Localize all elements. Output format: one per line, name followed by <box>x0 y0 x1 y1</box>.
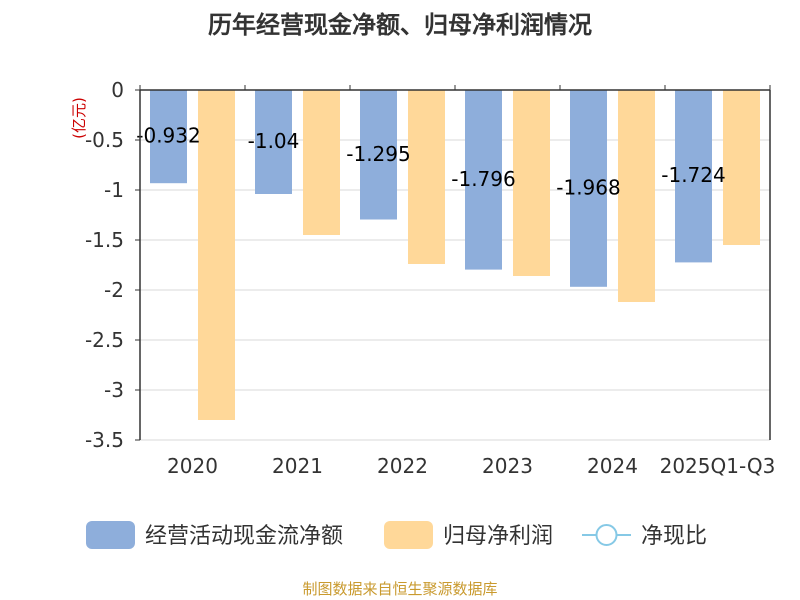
legend-item-cashflow[interactable]: 经营活动现金流净额 <box>86 521 343 549</box>
data-labels: -0.932 -1.04 -1.295 -1.796 -1.968 -1.724 <box>136 124 725 200</box>
y-tick-label: -3 <box>104 378 124 402</box>
y-tick-label: -1 <box>104 178 124 202</box>
bars-group <box>150 90 760 420</box>
y-tick-label: -0.5 <box>85 128 124 152</box>
y-tick-label: -1.5 <box>85 228 124 252</box>
bar-net-profit[interactable] <box>408 90 445 264</box>
y-tick-label: -2 <box>104 278 124 302</box>
x-tick-label: 2025Q1-Q3 <box>660 454 776 478</box>
x-tick-label: 2021 <box>272 454 323 478</box>
bar-net-profit[interactable] <box>618 90 655 302</box>
x-tick-label: 2023 <box>482 454 533 478</box>
y-tick-label: -2.5 <box>85 328 124 352</box>
chart-title: 历年经营现金净额、归母净利润情况 <box>208 11 592 39</box>
legend: 经营活动现金流净额 归母净利润 净现比 <box>86 521 707 549</box>
data-label: -1.796 <box>451 167 515 191</box>
data-label: -1.295 <box>346 142 410 166</box>
bar-cashflow[interactable] <box>570 90 607 287</box>
legend-item-net-profit[interactable]: 归母净利润 <box>384 521 553 549</box>
x-axis-ticks: 2020 2021 2022 2023 2024 2025Q1-Q3 <box>167 454 775 478</box>
data-label: -0.932 <box>136 124 200 148</box>
bar-net-profit[interactable] <box>513 90 550 276</box>
data-label: -1.968 <box>556 175 620 199</box>
bar-net-profit[interactable] <box>723 90 760 245</box>
y-axis-unit: (亿元) <box>70 97 88 139</box>
y-tick-label: 0 <box>111 78 124 102</box>
x-tick-label: 2024 <box>587 454 638 478</box>
legend-label-cashflow: 经营活动现金流净额 <box>145 524 343 549</box>
legend-swatch-cashflow <box>86 521 135 549</box>
bar-cashflow[interactable] <box>255 90 292 194</box>
data-label: -1.724 <box>661 163 725 187</box>
bar-cashflow[interactable] <box>360 90 397 220</box>
bar-net-profit[interactable] <box>303 90 340 235</box>
bar-cashflow[interactable] <box>150 90 187 184</box>
bar-net-profit[interactable] <box>198 90 235 420</box>
data-label: -1.04 <box>248 129 300 153</box>
bar-cashflow[interactable] <box>675 90 712 263</box>
legend-item-cash-ratio[interactable]: 净现比 <box>582 524 707 549</box>
x-tick-label: 2020 <box>167 454 218 478</box>
legend-label-net-profit: 归母净利润 <box>443 524 553 549</box>
x-tick-label: 2022 <box>377 454 428 478</box>
source-note: 制图数据来自恒生聚源数据库 <box>302 580 497 598</box>
y-tick-label: -3.5 <box>85 428 124 452</box>
legend-label-cash-ratio: 净现比 <box>641 524 707 549</box>
legend-swatch-net-profit <box>384 521 433 549</box>
bar-cashflow[interactable] <box>465 90 502 270</box>
y-axis-ticks: 0 -0.5 -1 -1.5 -2 -2.5 -3 -3.5 <box>85 78 124 452</box>
axes <box>135 85 771 441</box>
legend-marker-cash-ratio <box>595 524 618 546</box>
